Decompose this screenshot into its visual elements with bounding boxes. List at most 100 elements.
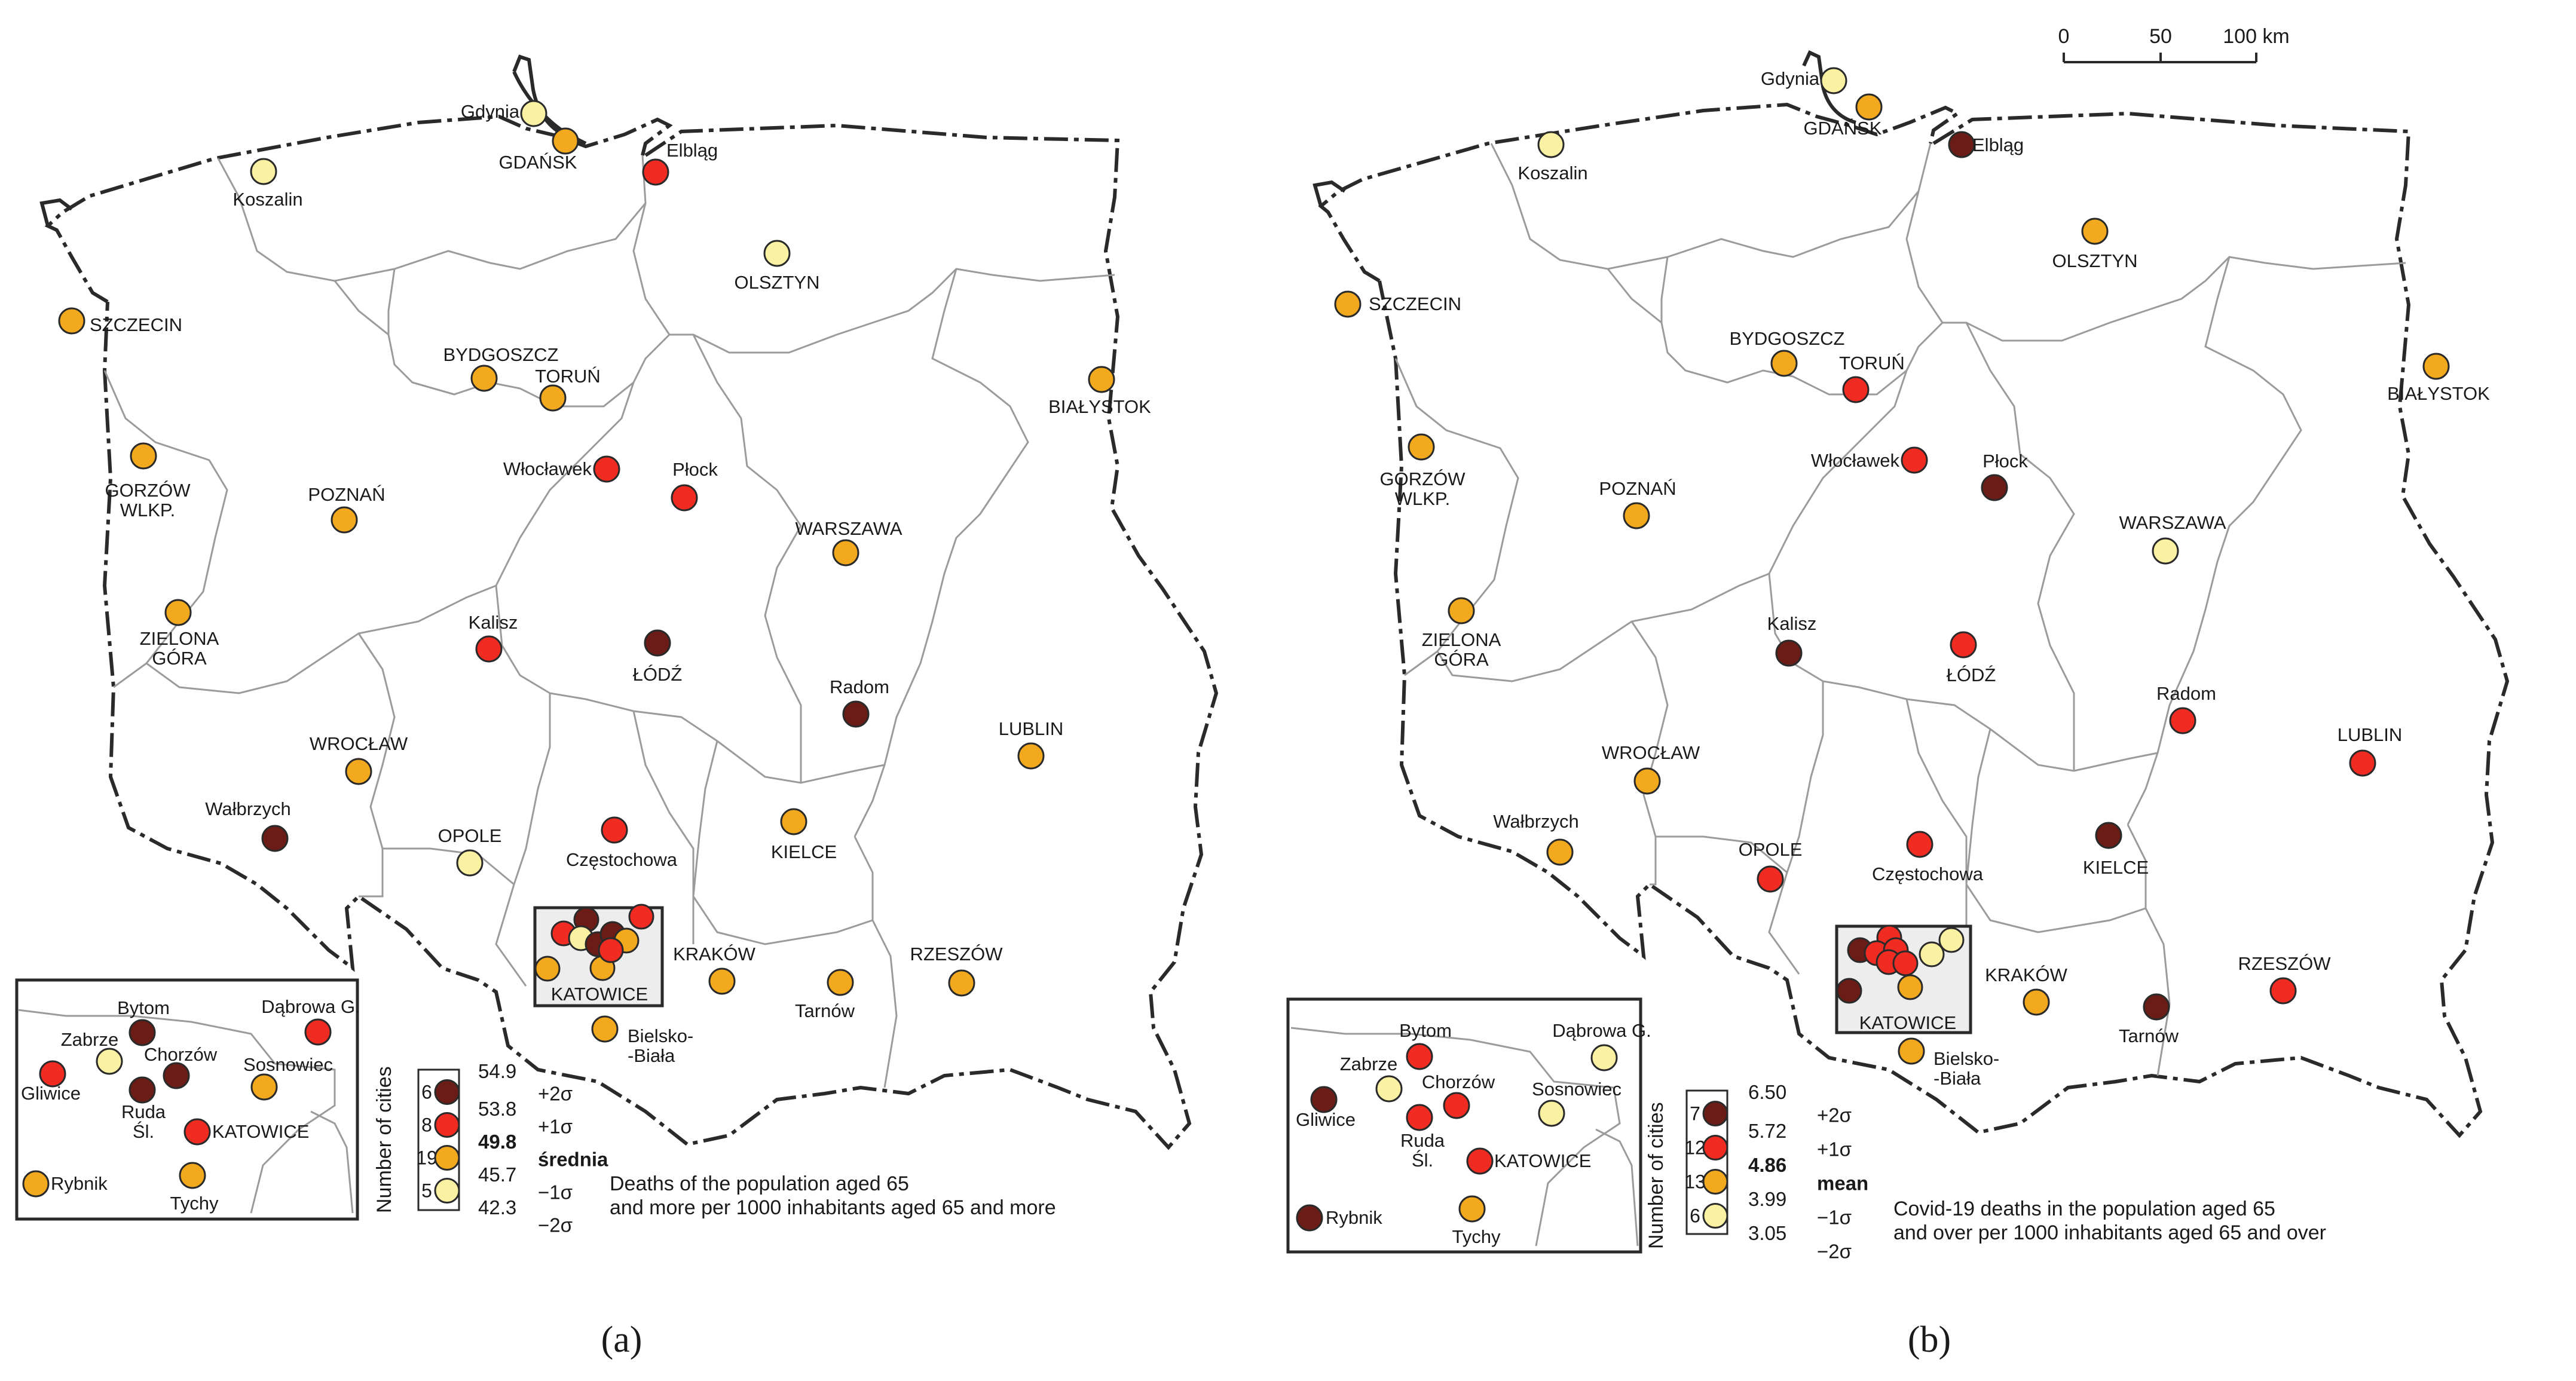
- a-inset-city-label-zabrze: Zabrze: [61, 1029, 118, 1050]
- a-city-marker-poznan: [331, 506, 358, 534]
- a-city-marker-opole: [456, 849, 484, 877]
- b-inset-city-marker-bytom: [1406, 1043, 1433, 1070]
- a-city-marker-wroclaw: [345, 758, 372, 785]
- a-inset-city-label-gliwice: Gliwice: [21, 1083, 81, 1104]
- b-city-marker-gdansk: [1855, 93, 1883, 121]
- legend-title-line-b: and over per 1000 inhabitants aged 65 an…: [1893, 1221, 2326, 1244]
- a-inset-city-marker-bytom: [129, 1019, 156, 1046]
- panel-caption-a: (a): [601, 1319, 643, 1360]
- a-city-label-gorzow-wlkp: WLKP.: [120, 500, 175, 520]
- a-city-label-krakow: KRAKÓW: [673, 944, 756, 964]
- b-city-label-bydgoszcz: BYDGOSZCZ: [1730, 328, 1845, 349]
- b-legend-break: 5.72: [1748, 1120, 1786, 1142]
- a-inset-city-marker-gliwice: [39, 1060, 66, 1088]
- a-city-marker-bialystok: [1088, 366, 1115, 393]
- b-inset-city-label-gliwice: Gliwice: [1296, 1109, 1356, 1130]
- b-legend-count: 6: [1690, 1205, 1700, 1227]
- a-legend-break: 42.3: [478, 1196, 516, 1218]
- b-legend-break: 3.05: [1748, 1222, 1786, 1244]
- a-legend-sigma: średnia: [538, 1149, 608, 1171]
- b-city-marker-elblag: [1948, 131, 1975, 158]
- a-city-marker-krakow: [708, 967, 736, 995]
- cluster-dot-b: [1892, 950, 1919, 976]
- b-city-label-lublin: LUBLIN: [2338, 724, 2403, 745]
- a-city-label-bydgoszcz: BYDGOSZCZ: [443, 344, 559, 365]
- a-city-label-gdansk: GDAŃSK: [499, 152, 577, 173]
- b-inset-city-marker-dabrowa-g: [1590, 1044, 1618, 1071]
- a-inset-city-marker-ruda-sl: [129, 1076, 156, 1104]
- b-city-label-gdansk: GDAŃSK: [1804, 118, 1882, 139]
- a-city-label-opole: OPOLE: [438, 825, 502, 846]
- a-city-label-torun: TORUŃ: [535, 366, 601, 387]
- b-city-label-koszalin: Koszalin: [1518, 163, 1587, 183]
- b-city-label-walbrzych: Wałbrzych: [1493, 811, 1579, 832]
- panel-caption-b: (b): [1908, 1319, 1951, 1360]
- a-city-label-zielona-gora: GÓRA: [152, 648, 207, 669]
- b-city-label-wloclawek: Włocławek: [1811, 450, 1900, 471]
- b-city-label-tarnow: Tarnów: [2119, 1025, 2179, 1046]
- a-city-label-radom: Radom: [830, 676, 889, 697]
- a-city-label-gorzow-wlkp: GORZÓW: [105, 480, 191, 501]
- b-legend-swatch: [1702, 1101, 1728, 1126]
- a-city-label-elblag: Elbląg: [666, 140, 718, 161]
- b-legend-sigma: −2σ: [1817, 1241, 1852, 1263]
- a-city-label-plock: Płock: [672, 459, 718, 480]
- cluster-dot-b: [1938, 927, 1965, 953]
- a-city-marker-bielsko-biala: [591, 1015, 619, 1043]
- b-city-label-zielona-gora: ZIELONA: [1422, 629, 1501, 650]
- b-city-marker-gdynia: [1820, 67, 1847, 94]
- a-inset-city-label-bytom: Bytom: [117, 997, 170, 1018]
- katowice-cluster-b: [1836, 924, 1965, 1004]
- b-city-label-gorzow-wlkp: GORZÓW: [1380, 469, 1466, 489]
- a-city-marker-elblag: [642, 158, 669, 186]
- a-city-label-kalisz: Kalisz: [469, 612, 518, 633]
- b-city-marker-radom: [2169, 707, 2196, 734]
- b-legend-count: 12: [1684, 1137, 1706, 1159]
- a-city-label-lublin: LUBLIN: [999, 718, 1064, 739]
- a-city-label-kielce: KIELCE: [771, 841, 837, 862]
- b-inset-city-marker-gliwice: [1310, 1086, 1338, 1113]
- a-inset-city-marker-zabrze: [96, 1048, 123, 1075]
- a-city-marker-kalisz: [475, 635, 503, 663]
- b-city-marker-kielce: [2095, 822, 2122, 849]
- b-city-label-bielsko-biala: -Biała: [1933, 1068, 1981, 1089]
- legend-rows-a: 6 8 19 5 54.9 53.8 49.8 45.7 42.3 +2σ +1σ średnia −1…: [416, 1060, 608, 1236]
- b-city-marker-walbrzych: [1546, 838, 1574, 866]
- a-legend-break: 54.9: [478, 1060, 516, 1082]
- b-legend-break: 3.99: [1748, 1188, 1786, 1210]
- b-legend-break: 6.50: [1748, 1081, 1786, 1103]
- legend-axis-label-b: Number of cities: [1645, 1102, 1668, 1249]
- a-city-label-bialystok: BIAŁYSTOK: [1048, 396, 1151, 417]
- inset-cities-b: Bytom Dąbrowa G. Zabrze Chorzów Sosnowiec Gli…: [1296, 1020, 1651, 1247]
- b-legend-swatch: [1702, 1169, 1728, 1195]
- b-city-label-czestochowa: Częstochowa: [1872, 863, 1984, 884]
- b-city-marker-bydgoszcz: [1770, 350, 1798, 377]
- katowice-box-label-b: KATOWICE: [1859, 1012, 1956, 1033]
- a-inset-city-marker-katowice: [183, 1118, 211, 1146]
- a-legend-swatch: [434, 1079, 460, 1105]
- scale-bar-b: 0 50 100 km: [2058, 25, 2290, 63]
- a-city-marker-zielona-gora: [164, 599, 192, 626]
- a-city-marker-koszalin: [250, 158, 277, 185]
- cities-a: Gdynia GDAŃSK Elbląg Koszalin SZCZECIN OLSZTY…: [58, 100, 1151, 1066]
- panel-b: 0 50 100 km KA: [1286, 25, 2510, 1360]
- a-city-marker-radom: [842, 700, 870, 728]
- b-legend-sigma: +2σ: [1817, 1104, 1852, 1126]
- legend-title-line-a: Deaths of the population aged 65: [610, 1172, 909, 1195]
- b-city-marker-olsztyn: [2081, 218, 2109, 245]
- panel-a: KATOWICE Gdynia GDAŃSK Elbląg Koszalin SZCZE…: [15, 54, 1219, 1360]
- b-city-marker-wloclawek: [1901, 446, 1928, 474]
- b-inset-city-label-bytom: Bytom: [1399, 1020, 1452, 1041]
- b-city-label-lodz: ŁÓDŹ: [1947, 665, 1996, 685]
- b-city-marker-bielsko-biala: [1898, 1037, 1925, 1065]
- a-city-label-tarnow: Tarnów: [795, 1000, 855, 1021]
- b-legend-break: 4.86: [1748, 1154, 1786, 1176]
- a-legend-count: 6: [421, 1082, 432, 1103]
- a-city-label-szczecin: SZCZECIN: [90, 314, 182, 335]
- a-legend-break: 49.8: [478, 1131, 516, 1153]
- katowice-cluster-a: [534, 904, 654, 982]
- a-inset-city-label-ruda-sl: Śl.: [133, 1120, 154, 1142]
- b-city-marker-koszalin: [1537, 131, 1565, 158]
- cluster-dot-a: [628, 904, 654, 930]
- voivodeship-borders-a: [103, 155, 1115, 1088]
